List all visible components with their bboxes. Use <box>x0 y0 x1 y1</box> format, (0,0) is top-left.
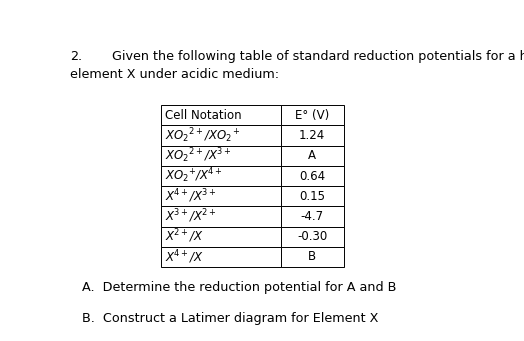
Text: 0.64: 0.64 <box>299 169 325 182</box>
Text: -0.30: -0.30 <box>297 230 328 243</box>
Bar <box>281 146 344 166</box>
Bar <box>161 105 281 125</box>
Text: 0.15: 0.15 <box>299 190 325 203</box>
Text: 2.: 2. <box>70 50 82 63</box>
Bar <box>281 186 344 206</box>
Bar <box>161 166 281 186</box>
Bar <box>281 125 344 146</box>
Bar <box>281 226 344 247</box>
Text: XO$_2$$^{2+}$/XO$_2$$^+$: XO$_2$$^{2+}$/XO$_2$$^+$ <box>165 126 241 145</box>
Text: Cell Notation: Cell Notation <box>165 109 242 122</box>
Text: element X under acidic medium:: element X under acidic medium: <box>70 69 279 81</box>
Text: -4.7: -4.7 <box>301 210 324 223</box>
Text: A: A <box>308 149 316 162</box>
Text: Given the following table of standard reduction potentials for a hypothetical: Given the following table of standard re… <box>112 50 524 63</box>
Text: X$^{4+}$/X$^{3+}$: X$^{4+}$/X$^{3+}$ <box>165 188 216 205</box>
Text: B: B <box>308 250 316 263</box>
Text: XO$_2$$^{2+}$/X$^{3+}$: XO$_2$$^{2+}$/X$^{3+}$ <box>165 146 231 165</box>
Bar <box>161 186 281 206</box>
Text: X$^{4+}$/X: X$^{4+}$/X <box>165 248 203 266</box>
Text: XO$_2$$^{+}$/X$^{4+}$: XO$_2$$^{+}$/X$^{4+}$ <box>165 167 223 186</box>
Bar <box>161 206 281 226</box>
Bar <box>281 206 344 226</box>
Bar <box>161 125 281 146</box>
Bar <box>161 146 281 166</box>
Bar <box>161 247 281 267</box>
Text: B.  Construct a Latimer diagram for Element X: B. Construct a Latimer diagram for Eleme… <box>82 312 378 325</box>
Bar <box>281 105 344 125</box>
Text: X$^{2+}$/X: X$^{2+}$/X <box>165 228 203 246</box>
Text: A.  Determine the reduction potential for A and B: A. Determine the reduction potential for… <box>82 281 396 294</box>
Bar <box>161 226 281 247</box>
Bar <box>281 166 344 186</box>
Bar <box>281 247 344 267</box>
Text: X$^{3+}$/X$^{2+}$: X$^{3+}$/X$^{2+}$ <box>165 208 216 225</box>
Text: 1.24: 1.24 <box>299 129 325 142</box>
Text: E° (V): E° (V) <box>295 109 329 122</box>
